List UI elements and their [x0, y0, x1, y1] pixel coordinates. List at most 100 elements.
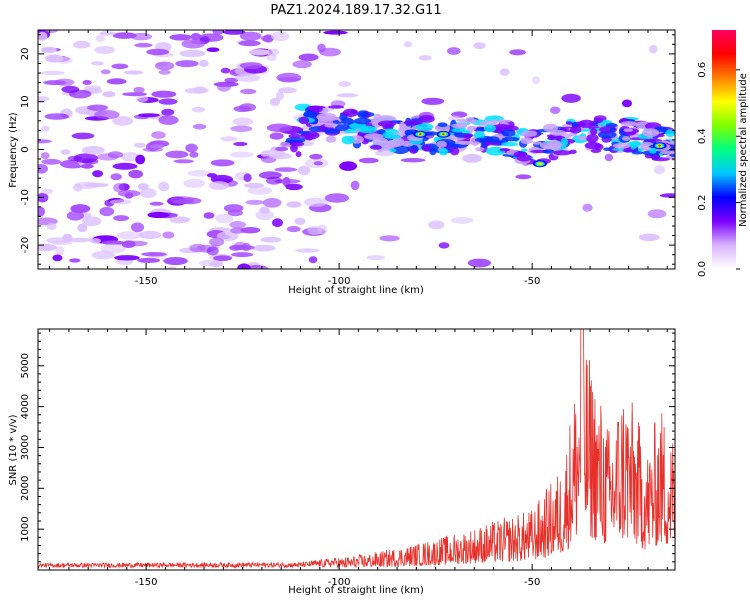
spectrogram-ridge-blob: [303, 110, 316, 118]
spectrogram-noise-blob: [467, 258, 492, 268]
spectrogram-noise-blob: [215, 213, 234, 224]
spectrogram-ridge-blob: [550, 130, 567, 136]
spectrogram-ridge-blob: [418, 115, 435, 123]
spectrogram-ridge-blob: [613, 142, 631, 149]
spectrogram-noise-blob: [122, 92, 147, 97]
spectrogram-noise-blob: [379, 235, 400, 242]
spectrogram-noise-blob: [213, 255, 233, 262]
spectrogram-noise-blob: [247, 186, 273, 195]
spectrogram-noise-blob: [136, 95, 149, 103]
spectrogram-ridge-blob: [516, 153, 532, 162]
spectrogram-noise-blob: [428, 220, 445, 230]
spectrogram-noise-blob: [113, 183, 125, 193]
spectrogram-noise-blob: [400, 158, 426, 163]
spectrogram-noise-blob: [339, 161, 358, 171]
spectrogram-peak: [442, 133, 445, 136]
spectrogram-noise-blob: [41, 158, 62, 165]
spectrogram-noise-blob: [210, 159, 235, 167]
spectrogram-noise-blob: [531, 76, 541, 85]
spectrogram-noise-blob: [167, 266, 177, 269]
spectrogram-y-tick-label: 20: [20, 48, 31, 61]
spectrogram-noise-blob: [604, 153, 614, 162]
spectrogram-noise-blob: [120, 152, 141, 162]
spectrogram-ridge-blob: [409, 148, 417, 154]
spectrogram-noise-blob: [317, 224, 328, 235]
spectrogram-noise-blob: [146, 48, 170, 56]
spectrogram-noise-blob: [169, 34, 192, 41]
spectrogram-ridge-blob: [463, 133, 472, 139]
spectrogram-ridge-blob: [391, 137, 405, 147]
spectrogram-ridge-blob: [649, 147, 657, 154]
spectrogram-noise-blob: [40, 152, 50, 160]
spectrogram-noise-blob: [191, 106, 205, 113]
spectrogram-noise-blob: [298, 53, 319, 62]
spectrogram-noise-blob: [561, 93, 581, 103]
spectrogram-ridge-blob: [422, 144, 432, 152]
spectrogram-y-tick-label: 10: [20, 95, 31, 108]
spectrogram-noise-blob: [278, 87, 297, 94]
spectrogram-noise-blob: [114, 255, 140, 261]
spectrogram-ridge-blob: [449, 147, 460, 156]
spectrogram-noise-blob: [112, 162, 138, 170]
spectrogram-ridge-blob: [357, 110, 368, 119]
spectrogram-ridge-blob: [621, 136, 631, 141]
spectrogram-ridge-blob: [486, 136, 500, 143]
spectrogram-ridge-blob: [490, 119, 511, 123]
spectrogram-noise-blob: [149, 201, 164, 206]
spectrogram-ridge-blob: [437, 122, 448, 127]
spectrogram-noise-blob: [38, 243, 57, 252]
snr-y-tick-label: 4000: [20, 394, 31, 419]
spectrogram-ridge-blob: [451, 128, 466, 133]
spectrogram-noise-blob: [229, 151, 254, 158]
spectrogram-noise-blob: [654, 165, 665, 175]
spectrogram-noise-blob: [41, 70, 65, 76]
spectrogram-ridge-blob: [542, 149, 555, 154]
spectrogram-noise-blob: [40, 46, 57, 54]
spectrogram-ridge-blob: [603, 147, 612, 151]
spectrogram-noise-blob: [255, 210, 274, 221]
spectrogram-noise-blob: [230, 125, 253, 132]
snr-x-tick-label: -100: [328, 577, 351, 588]
spectrogram-noise-blob: [403, 41, 413, 48]
spectrogram-noise-blob: [269, 97, 281, 106]
spectrogram-noise-blob: [638, 233, 660, 242]
spectrogram-noise-blob: [308, 256, 318, 264]
spectrogram-noise-blob: [190, 33, 201, 41]
spectrogram-noise-blob: [550, 106, 561, 114]
spectrogram-ridge-blob: [370, 144, 382, 150]
spectrogram-noise-blob: [251, 244, 276, 252]
spectrogram-noise-blob: [130, 222, 145, 233]
spectrogram-noise-blob: [208, 181, 229, 190]
spectrogram-noise-blob: [38, 31, 48, 41]
spectrogram-ridge-blob: [643, 138, 663, 142]
spectrogram-noise-blob: [239, 62, 263, 70]
spectrogram-noise-blob: [261, 35, 274, 42]
spectrogram-noise-blob: [100, 243, 126, 254]
snr-y-label: SNR (10 * v/v): [8, 414, 19, 485]
spectrogram-noise-blob: [111, 63, 129, 70]
spectrogram-ridge-blob: [593, 117, 603, 124]
spectrogram-ridge-blob: [378, 120, 396, 128]
spectrogram-noise-blob: [151, 90, 177, 98]
spectrogram-noise-blob: [69, 258, 81, 263]
spectrogram-noise-blob: [100, 69, 111, 75]
snr-frame: [37, 328, 676, 571]
spectrogram-ridge-blob: [584, 141, 602, 150]
spectrogram-noise-blob: [203, 212, 215, 219]
spectrogram-noise-blob: [90, 238, 101, 244]
spectrogram-noise-blob: [313, 161, 323, 166]
spectrogram-noise-blob: [447, 47, 461, 55]
spectrogram-ridge-blob: [665, 129, 675, 137]
spectrogram-noise-blob: [154, 61, 175, 71]
spectrogram-noise-blob: [220, 67, 231, 74]
spectrogram-ridge-blob: [532, 141, 542, 145]
spectrogram-noise-blob: [137, 257, 161, 263]
spectrogram-noise-blob: [206, 246, 219, 256]
spectrogram-ridge-blob: [438, 147, 448, 156]
spectrogram-ridge-blob: [298, 116, 310, 125]
spectrogram-ridge-blob: [323, 128, 341, 134]
spectrogram-x-tick-label: -50: [524, 276, 540, 287]
spectrogram-noise-blob: [44, 113, 69, 120]
spectrogram-noise-blob: [515, 174, 532, 180]
spectrogram-noise-blob: [438, 242, 450, 249]
